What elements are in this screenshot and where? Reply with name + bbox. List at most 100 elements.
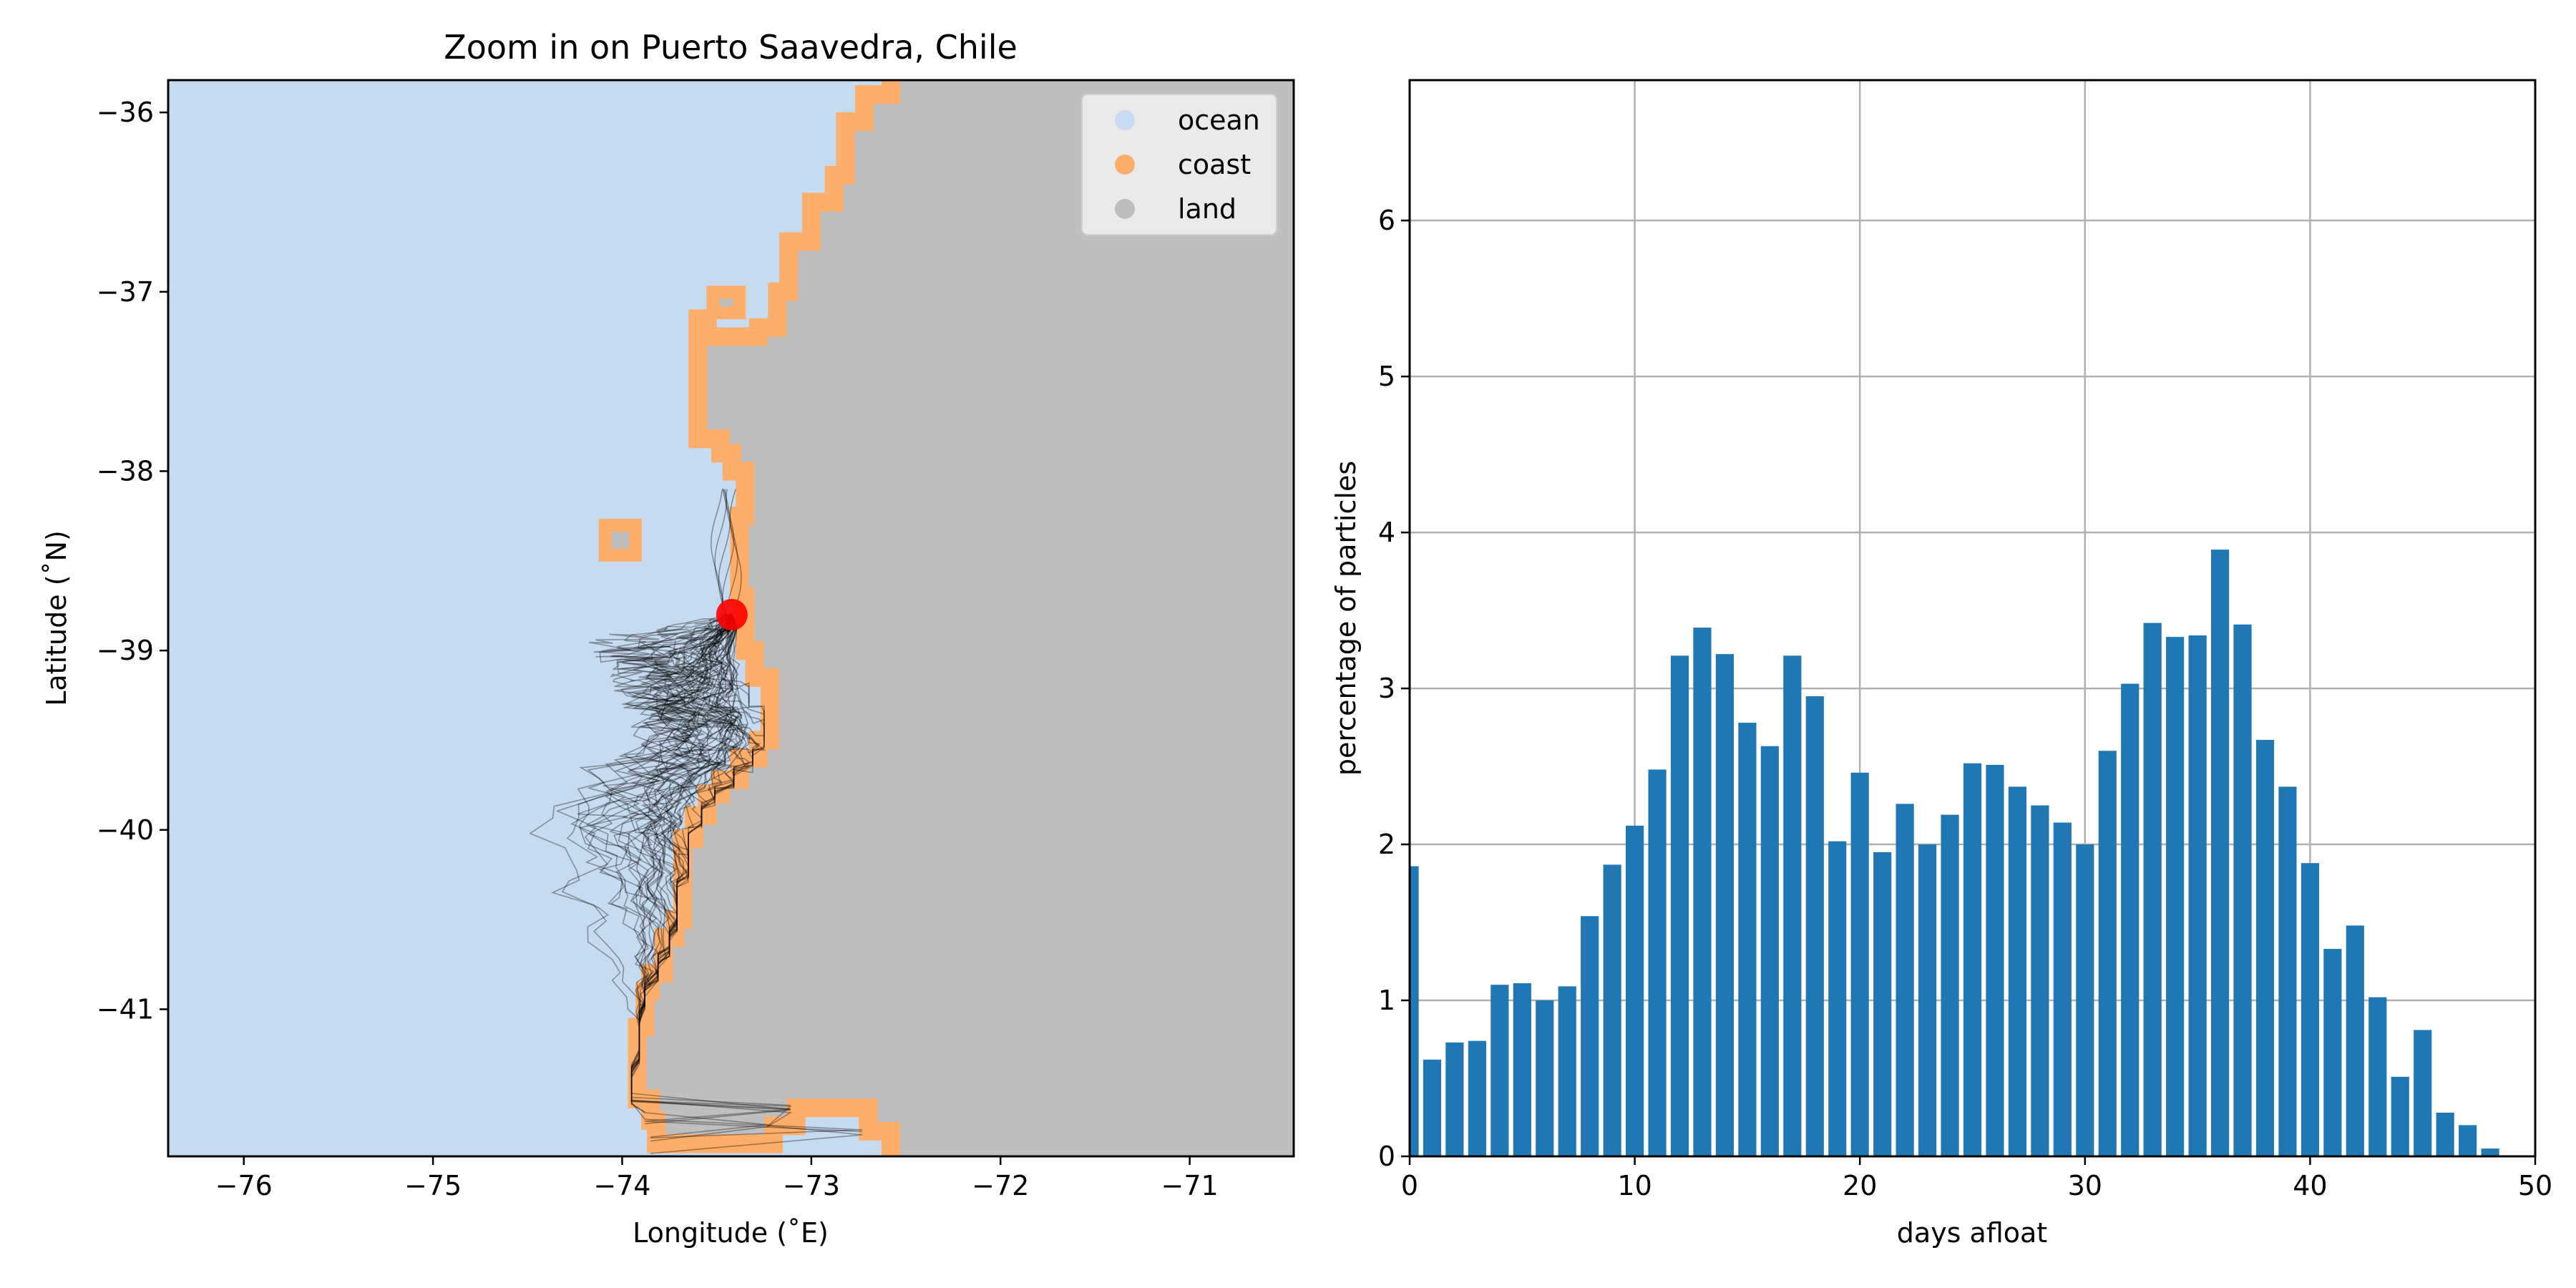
trajectory-line xyxy=(635,614,733,977)
trajectory-line xyxy=(630,614,863,1138)
trajectory-line xyxy=(659,614,733,950)
bars xyxy=(1410,550,2499,1156)
legend-box xyxy=(1081,94,1277,235)
bar xyxy=(1805,696,1824,1156)
trajectory-line xyxy=(588,614,733,1061)
coast-island-1 xyxy=(706,286,746,320)
bar xyxy=(1715,654,1735,1156)
bar-x-tick-label: 10 xyxy=(1617,1170,1652,1201)
trajectory-line xyxy=(618,614,737,1113)
bar xyxy=(2414,1030,2432,1156)
bar xyxy=(2459,1125,2477,1156)
coast-islands xyxy=(598,286,746,562)
trajectory-line xyxy=(577,614,733,1013)
bar xyxy=(2008,786,2027,1156)
trajectory-line xyxy=(590,614,733,1080)
map-x-axis-label: Longitude (˚E) xyxy=(633,1217,829,1249)
trajectory-line xyxy=(566,614,733,1093)
trajectory-line xyxy=(711,489,723,615)
bar-y-tick-label: 2 xyxy=(1378,829,1395,860)
bar xyxy=(2031,805,2049,1156)
trajectory-line xyxy=(599,614,765,721)
trajectory-line xyxy=(588,614,750,703)
map-x-tick-label: −76 xyxy=(215,1170,273,1201)
bar-y-tick-label: 4 xyxy=(1378,517,1395,548)
bar-x-tick-label: 50 xyxy=(2518,1170,2552,1201)
bar xyxy=(1760,746,1779,1156)
map-y-tick-label: −40 xyxy=(97,814,154,846)
trajectory-line xyxy=(644,614,743,989)
coast-island-2 xyxy=(598,519,642,562)
trajectory-line xyxy=(585,614,733,1018)
bar xyxy=(2368,997,2387,1156)
map-y-tick-label: −38 xyxy=(97,455,154,487)
legend-label-ocean: ocean xyxy=(1178,104,1260,136)
bar xyxy=(2210,550,2230,1156)
bar xyxy=(2481,1148,2499,1156)
bar xyxy=(1670,655,1689,1156)
bar xyxy=(1445,1042,1464,1156)
trajectory-line xyxy=(628,614,733,932)
map-y-tick-label: −36 xyxy=(97,97,154,128)
trajectory-line xyxy=(640,614,733,955)
bar xyxy=(2053,822,2072,1156)
trajectory-line xyxy=(630,614,791,1110)
trajectory-line xyxy=(630,614,791,1106)
trajectory-line xyxy=(605,614,733,975)
bar-y-axis-label: percentage of particles xyxy=(1330,461,1362,776)
trajectory-line xyxy=(729,489,742,615)
bar-y-tick-label: 0 xyxy=(1378,1141,1395,1172)
trajectory-line xyxy=(722,489,735,615)
map-y-tick-label: −37 xyxy=(97,276,154,308)
bar xyxy=(2076,844,2094,1156)
map-x-tick-label: −74 xyxy=(593,1170,650,1201)
map-x-tick-label: −75 xyxy=(404,1170,462,1201)
trajectory-line xyxy=(658,614,737,958)
trajectory-line xyxy=(622,614,733,877)
legend-label-land: land xyxy=(1178,193,1236,225)
bar-y-ticks: 0 1 2 3 4 5 6 xyxy=(1378,205,1410,1172)
map-y-ticks: −36 −37 −38 −39 −40 −41 xyxy=(97,97,168,1025)
trajectory-line xyxy=(669,614,761,794)
trajectory-line xyxy=(612,614,765,736)
bar xyxy=(1513,983,1531,1156)
legend-label-coast: coast xyxy=(1178,149,1251,180)
map-legend: ocean coast land xyxy=(1081,94,1277,235)
bar-frame xyxy=(1408,79,2537,1158)
bar xyxy=(2301,863,2319,1156)
trajectory-line xyxy=(718,489,731,615)
bar xyxy=(1468,1040,1486,1156)
trajectory-line xyxy=(610,614,765,774)
bar xyxy=(2255,740,2275,1156)
bar xyxy=(1738,723,1757,1156)
map-frame xyxy=(167,79,1295,1158)
legend-swatch-land xyxy=(1115,199,1135,219)
trajectory-line xyxy=(630,614,748,1091)
legend-entry-ocean: ocean xyxy=(1115,104,1260,136)
trajectory-line xyxy=(616,614,750,708)
map-x-tick-label: −71 xyxy=(1161,1170,1218,1201)
trajectory-line xyxy=(639,614,733,862)
trajectory-line xyxy=(681,614,751,814)
map-x-ticks: −76 −75 −74 −73 −72 −71 xyxy=(215,1156,1219,1201)
bar xyxy=(2233,624,2252,1156)
trajectory-line xyxy=(701,613,765,742)
release-point-marker xyxy=(716,598,748,630)
bar xyxy=(1626,825,1644,1156)
bar xyxy=(2391,1076,2409,1156)
bar xyxy=(1603,864,1621,1156)
trajectory-line xyxy=(613,614,765,755)
bar xyxy=(1918,844,1937,1156)
bar xyxy=(1693,628,1712,1156)
bar xyxy=(2436,1112,2454,1156)
bar-x-tick-label: 0 xyxy=(1401,1170,1418,1201)
bar-x-ticks: 0 10 20 30 40 50 xyxy=(1401,1156,2552,1201)
bar xyxy=(1963,763,1982,1156)
map-y-axis-label: Latitude (˚N) xyxy=(41,530,72,706)
coast-cells xyxy=(628,80,900,1156)
trajectory-line xyxy=(620,614,735,829)
bar xyxy=(1986,764,2004,1156)
particle-trajectories xyxy=(529,489,863,1154)
trajectory-line xyxy=(618,614,753,799)
